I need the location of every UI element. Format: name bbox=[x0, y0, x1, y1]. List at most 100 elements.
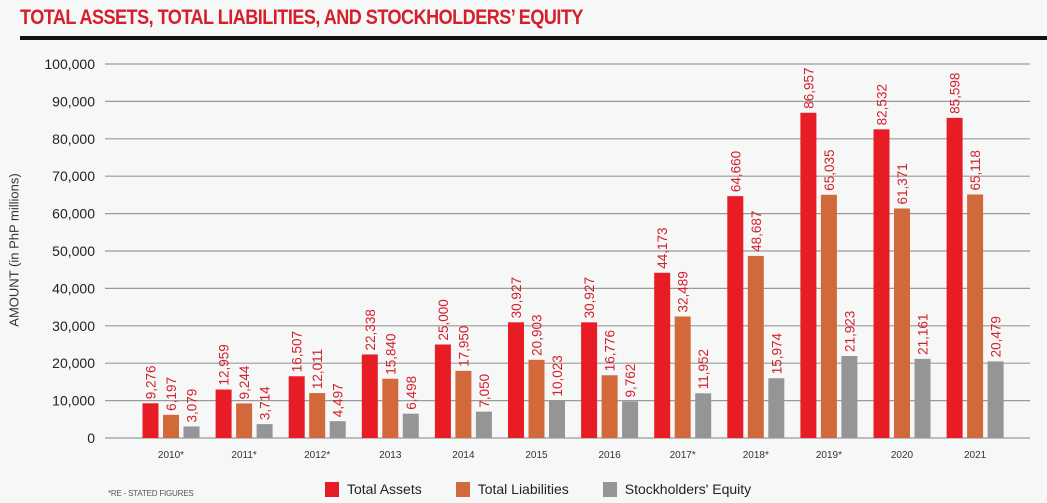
x-tick-label: 2020 bbox=[891, 450, 914, 461]
bar-total-assets bbox=[508, 322, 524, 438]
data-label-total-liabilities: 15,840 bbox=[383, 333, 398, 374]
data-label-stockholders-equity: 9,762 bbox=[623, 364, 638, 398]
data-label-total-assets: 25,000 bbox=[436, 299, 451, 340]
bar-stockholders-equity bbox=[695, 393, 712, 438]
data-label-total-assets: 12,959 bbox=[217, 344, 232, 385]
bar-total-assets bbox=[434, 344, 451, 438]
data-label-stockholders-equity: 15,974 bbox=[769, 332, 784, 374]
bar-total-liabilities bbox=[528, 359, 545, 438]
data-label-stockholders-equity: 4,497 bbox=[331, 383, 346, 417]
y-tick-label: 40,000 bbox=[52, 280, 95, 296]
data-label-total-assets: 86,957 bbox=[801, 67, 816, 108]
y-tick-label: 60,000 bbox=[52, 206, 95, 222]
x-tick-label: 2010* bbox=[158, 450, 184, 461]
data-label-stockholders-equity: 11,952 bbox=[696, 349, 711, 389]
bar-total-liabilities bbox=[967, 194, 984, 438]
y-tick-label: 90,000 bbox=[52, 93, 95, 109]
x-tick-label: 2016 bbox=[598, 450, 621, 461]
data-label-stockholders-equity: 3,079 bbox=[185, 389, 200, 423]
legend-item-total-assets: Total Assets bbox=[325, 481, 422, 497]
y-tick-label: 50,000 bbox=[52, 243, 95, 259]
bar-total-assets bbox=[288, 376, 305, 438]
legend-label-total-liabilities: Total Liabilities bbox=[477, 481, 569, 497]
legend: Total Assets Total Liabilities Stockhold… bbox=[325, 481, 785, 497]
data-label-stockholders-equity: 20,479 bbox=[989, 316, 1004, 357]
data-label-total-liabilities: 16,776 bbox=[603, 330, 618, 371]
x-tick-label: 2013 bbox=[379, 450, 402, 461]
data-label-total-liabilities: 9,244 bbox=[237, 365, 252, 399]
data-label-stockholders-equity: 10,023 bbox=[550, 355, 565, 396]
y-tick-label: 80,000 bbox=[52, 131, 95, 147]
bar-stockholders-equity bbox=[402, 413, 419, 438]
x-tick-label: 2017* bbox=[670, 450, 696, 461]
data-label-stockholders-equity: 3,714 bbox=[258, 386, 273, 420]
bar-total-assets bbox=[215, 389, 232, 438]
bar-total-assets bbox=[142, 403, 159, 438]
bar-total-liabilities bbox=[309, 393, 326, 438]
data-label-total-assets: 9,276 bbox=[144, 366, 159, 400]
x-tick-label: 2012* bbox=[304, 450, 330, 461]
x-tick-label: 2015 bbox=[525, 450, 548, 461]
x-tick-label: 2011* bbox=[231, 450, 257, 461]
data-labels: 9,276 6,197 3,079 12,959 9,244 3,714 16,507 12,… bbox=[144, 67, 1004, 422]
bar-total-liabilities bbox=[163, 414, 179, 438]
title-rule bbox=[20, 36, 1047, 40]
data-label-total-assets: 30,927 bbox=[582, 277, 597, 318]
y-tick-label: 20,000 bbox=[52, 355, 95, 371]
x-tick-label: 2021 bbox=[964, 450, 987, 461]
data-label-total-assets: 85,598 bbox=[948, 73, 963, 114]
y-tick-label: 100,000 bbox=[44, 56, 95, 72]
y-tick-label: 0 bbox=[87, 430, 95, 446]
bar-total-assets bbox=[727, 196, 744, 438]
x-tick-label: 2014 bbox=[452, 450, 475, 461]
y-tick-label: 10,000 bbox=[52, 393, 95, 409]
bar-stockholders-equity bbox=[329, 421, 346, 438]
legend-swatch-total-assets bbox=[325, 481, 339, 497]
data-label-stockholders-equity: 7,050 bbox=[477, 374, 492, 408]
data-label-total-assets: 44,173 bbox=[655, 227, 670, 268]
data-label-total-liabilities: 65,118 bbox=[968, 150, 983, 190]
bar-total-assets bbox=[361, 354, 378, 438]
bar-total-liabilities bbox=[382, 378, 399, 438]
bar-stockholders-equity bbox=[987, 361, 1004, 438]
data-label-stockholders-equity: 21,161 bbox=[916, 314, 931, 355]
data-label-total-liabilities: 65,035 bbox=[822, 149, 837, 190]
data-label-total-liabilities: 20,903 bbox=[530, 315, 545, 356]
bar-total-assets bbox=[581, 322, 598, 438]
data-label-total-assets: 82,532 bbox=[875, 84, 890, 125]
y-tick-label: 30,000 bbox=[52, 318, 95, 334]
data-label-total-liabilities: 61,371 bbox=[895, 163, 910, 204]
chart-title: TOTAL ASSETS, TOTAL LIABILITIES, AND STO… bbox=[20, 6, 583, 29]
legend-item-total-liabilities: Total Liabilities bbox=[455, 481, 569, 497]
bar-total-liabilities bbox=[894, 208, 910, 438]
bar-stockholders-equity bbox=[549, 400, 565, 438]
data-label-total-liabilities: 12,011 bbox=[310, 349, 325, 389]
bar-stockholders-equity bbox=[622, 401, 639, 438]
footnote: *RE - STATED FIGURES bbox=[108, 489, 194, 498]
bar-total-assets bbox=[946, 117, 963, 439]
x-tick-label: 2019* bbox=[816, 450, 842, 461]
bar-total-liabilities bbox=[747, 255, 764, 438]
bar-stockholders-equity bbox=[256, 424, 273, 438]
bar-total-liabilities bbox=[455, 370, 472, 438]
bar-total-liabilities bbox=[601, 375, 618, 438]
data-label-total-liabilities: 17,950 bbox=[456, 326, 471, 367]
x-tick-label: 2018* bbox=[743, 450, 769, 461]
legend-label-total-assets: Total Assets bbox=[347, 481, 422, 497]
data-label-total-assets: 16,507 bbox=[290, 331, 305, 372]
legend-swatch-stockholders-equity bbox=[602, 481, 617, 497]
data-label-total-liabilities: 32,489 bbox=[676, 271, 691, 312]
bar-total-liabilities bbox=[236, 403, 253, 438]
x-tick-labels: 2010* 2011* 2012* 2013 2014 2015 2016 2017* 2018… bbox=[158, 450, 987, 461]
data-label-stockholders-equity: 6,498 bbox=[404, 376, 419, 410]
bar-stockholders-equity bbox=[183, 426, 200, 438]
y-tick-labels: 0 10,000 20,000 30,000 40,000 50,000 60,000 70,… bbox=[44, 56, 95, 446]
bar-total-liabilities bbox=[674, 316, 691, 438]
bar-total-assets bbox=[654, 272, 671, 438]
bar-total-liabilities bbox=[820, 194, 837, 438]
data-label-stockholders-equity: 21,923 bbox=[842, 311, 857, 352]
bars bbox=[142, 112, 1004, 439]
bar-stockholders-equity bbox=[841, 356, 858, 438]
data-label-total-assets: 64,660 bbox=[728, 151, 743, 192]
